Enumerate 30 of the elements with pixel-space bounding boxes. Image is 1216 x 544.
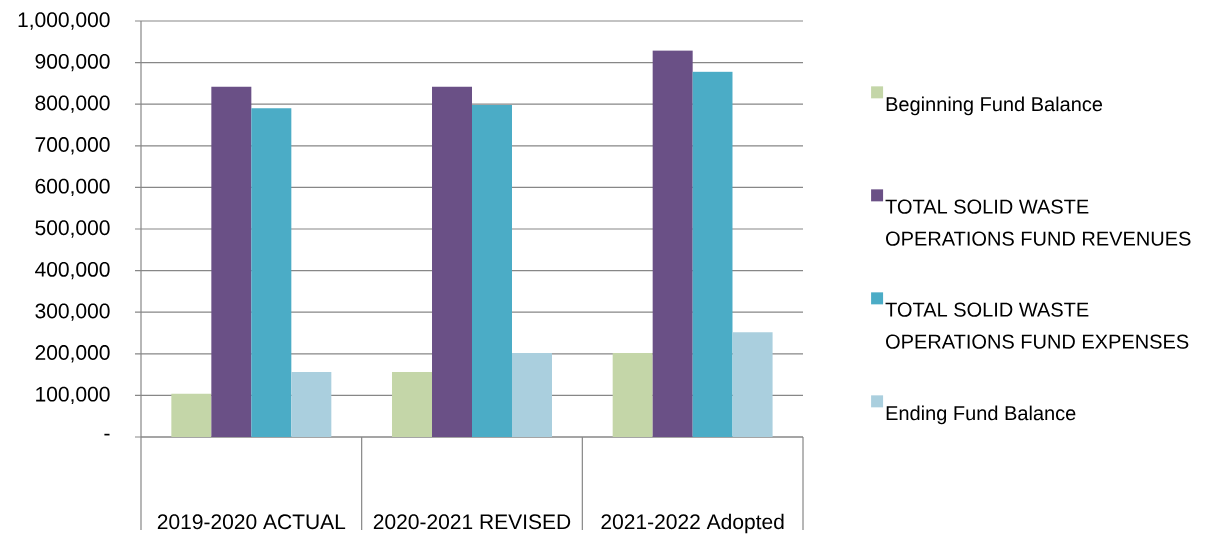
bar: [612, 352, 653, 437]
y-tick-label: 200,000: [35, 345, 110, 363]
y-tick-label: 600,000: [35, 178, 110, 197]
y-tick-label: -: [104, 433, 110, 436]
y-tick-label: 300,000: [35, 303, 110, 321]
legend-label: TOTAL SOLID WASTE OPERATIONS FUND EXPENSES: [885, 302, 1189, 349]
y-tick-label: 100,000: [36, 386, 110, 405]
bar: [692, 71, 733, 437]
bar: [732, 332, 773, 437]
bar: [392, 372, 433, 437]
y-tick-label: 800,000: [35, 95, 110, 113]
y-tick-label: 1,000,000: [18, 12, 110, 30]
legend-label: Ending Fund Balance: [886, 405, 1076, 425]
bar: [251, 108, 292, 437]
bar: [432, 86, 472, 437]
bar: [171, 393, 212, 437]
bar: [291, 372, 332, 437]
bar: [512, 352, 552, 437]
y-tick-label: 500,000: [35, 220, 110, 238]
bar: [472, 105, 512, 437]
y-tick-label: 900,000: [35, 53, 110, 72]
bar: [211, 86, 252, 437]
x-tick-label: 2019-2020 ACTUAL: [157, 514, 346, 530]
legend-label: TOTAL SOLID WASTE OPERATIONS FUND REVENUES: [885, 199, 1191, 246]
y-tick-label: 700,000: [35, 137, 110, 155]
bar: [652, 50, 693, 437]
y-tick-label: 400,000: [35, 261, 110, 280]
legend-label: Beginning Fund Balance: [886, 96, 1103, 116]
x-tick-label: 2021-2022 Adopted: [601, 513, 784, 534]
x-tick-label: 2020-2021 REVISED: [373, 514, 571, 530]
